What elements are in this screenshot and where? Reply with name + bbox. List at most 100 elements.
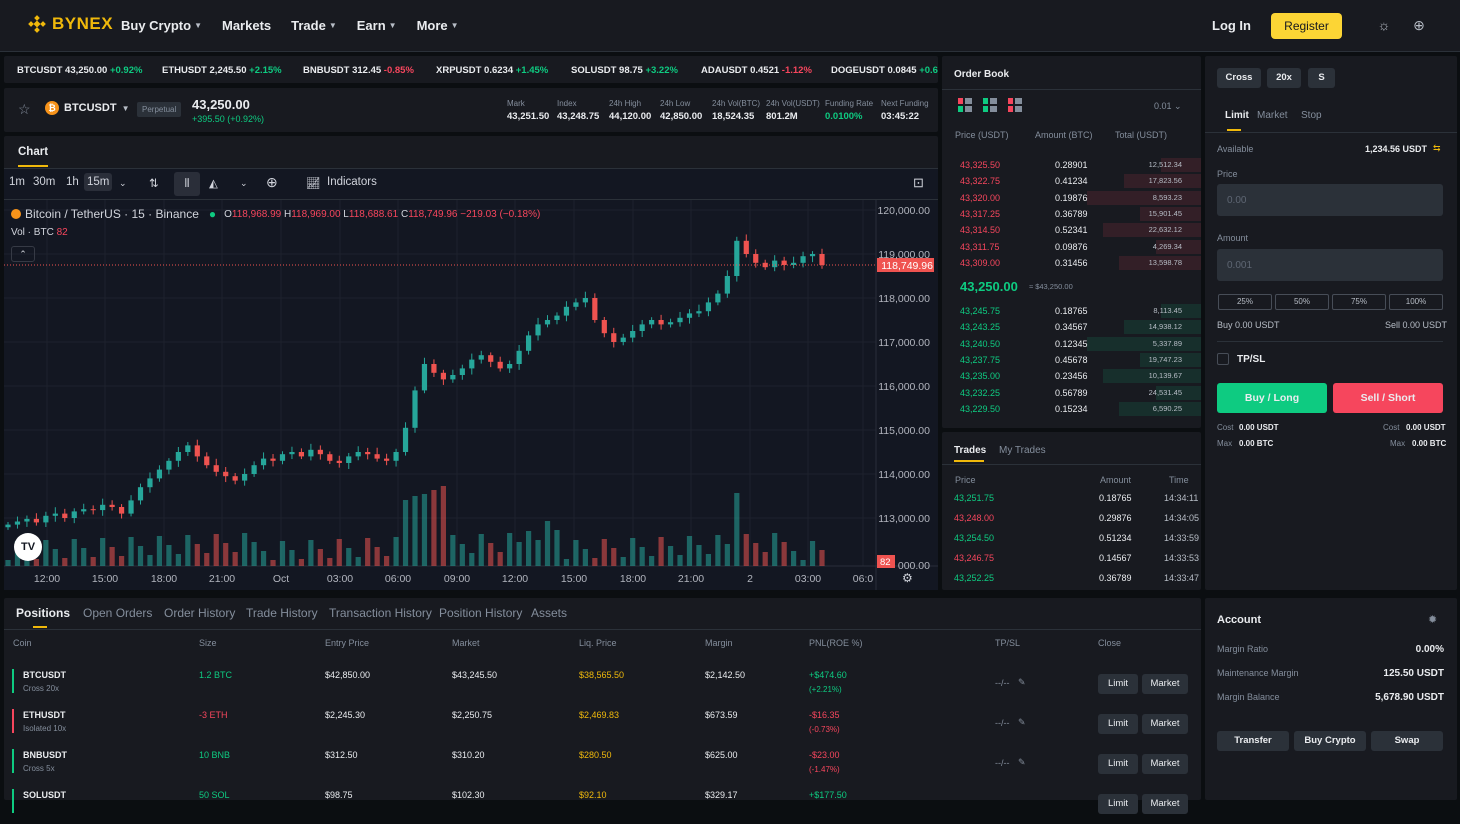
candle-body[interactable] — [402, 427, 409, 452]
amount-input[interactable]: 0.001 — [1217, 249, 1443, 281]
bids-only-icon[interactable] — [983, 98, 997, 112]
candle-body[interactable] — [592, 298, 598, 320]
candle-body[interactable] — [100, 504, 106, 511]
close-limit-button[interactable]: Limit — [1098, 714, 1138, 734]
asks-only-icon[interactable] — [1008, 98, 1022, 112]
nav-earn[interactable]: Earn ▼ — [357, 18, 397, 33]
bids-row[interactable]: 43,235.00 0.23456 10,139.67 — [942, 368, 1201, 384]
candle-body[interactable] — [43, 515, 49, 523]
candle-body[interactable] — [800, 256, 806, 263]
candle-body[interactable] — [90, 509, 96, 511]
candle-body[interactable] — [431, 364, 437, 373]
candle-body[interactable] — [71, 511, 77, 518]
candle-body[interactable] — [232, 476, 238, 481]
candle-body[interactable] — [355, 452, 361, 457]
tab-order-history[interactable]: Order History — [164, 606, 236, 620]
nav-more[interactable]: More ▼ — [417, 18, 459, 33]
candle-body[interactable] — [819, 254, 825, 265]
interval-15m[interactable]: 15m — [84, 173, 113, 191]
symbol-selector[interactable]: ₿ BTCUSDT ▼ — [45, 101, 129, 115]
candle-body[interactable] — [440, 372, 446, 380]
collapse-legend-button[interactable]: ⌃ — [11, 246, 35, 262]
candle-body[interactable] — [705, 302, 712, 312]
candle-body[interactable] — [724, 276, 730, 294]
edit-icon[interactable]: ✎ — [1018, 677, 1026, 687]
candle-body[interactable] — [166, 460, 172, 470]
asks-row[interactable]: 43,311.75 0.09876 4,269.34 — [942, 239, 1201, 255]
camera-icon[interactable]: ⊡ — [913, 175, 924, 190]
tradingview-logo-icon[interactable]: TV — [14, 533, 42, 561]
interval-1m[interactable]: 1m — [9, 176, 25, 188]
transfer-icon[interactable]: ⇆ — [1433, 143, 1441, 153]
pct-50-button[interactable]: 50% — [1275, 294, 1329, 310]
chart-plot[interactable]: 120,000.00 119,000.00 118,000.00 117,000.00… — [4, 200, 938, 590]
candle-body[interactable] — [412, 390, 418, 428]
candle-body[interactable] — [24, 518, 30, 522]
candle-body[interactable] — [809, 254, 816, 257]
tab-chart[interactable]: Chart — [18, 146, 49, 158]
close-limit-button[interactable]: Limit — [1098, 794, 1138, 814]
candle-body[interactable] — [289, 452, 295, 455]
candle-body[interactable] — [393, 452, 399, 461]
candle-body[interactable] — [488, 355, 494, 362]
bids-row[interactable]: 43,245.75 0.18765 8,113.45 — [942, 303, 1201, 319]
candle-body[interactable] — [677, 317, 683, 323]
candle-body[interactable] — [147, 478, 153, 488]
bar-type-icon[interactable]: ⇅ — [149, 178, 159, 190]
tpsl-checkbox[interactable] — [1217, 353, 1229, 365]
ticker-item[interactable]: ETHUSDT 2,245.50 +2.15% — [162, 65, 282, 76]
candle-body[interactable] — [762, 262, 768, 268]
tab-position-history[interactable]: Position History — [439, 606, 523, 620]
precision-select[interactable]: 0.01 ⌄ — [1154, 101, 1182, 112]
candle-body[interactable] — [478, 355, 484, 360]
candle-body[interactable] — [734, 240, 740, 276]
candle-body[interactable] — [336, 460, 342, 463]
candle-body[interactable] — [507, 364, 513, 369]
add-compare-icon[interactable]: ⊕ — [266, 174, 278, 190]
sell-short-button[interactable]: Sell / Short — [1333, 383, 1443, 413]
tab-trades[interactable]: Trades — [954, 445, 987, 456]
candle-body[interactable] — [582, 298, 588, 303]
candle-body[interactable] — [128, 500, 134, 514]
settings-icon[interactable]: ⚙ — [902, 571, 913, 585]
candle-body[interactable] — [251, 465, 257, 474]
nav-markets[interactable]: Markets — [222, 18, 271, 33]
candle-body[interactable] — [525, 335, 532, 351]
indicators-icon[interactable]: 📈︎ — [306, 178, 321, 190]
candle-body[interactable] — [270, 458, 276, 461]
ticker-item[interactable]: DOGEUSDT 0.0845 +0.6 — [831, 65, 938, 76]
pct-75-button[interactable]: 75% — [1332, 294, 1386, 310]
bids-row[interactable]: 43,240.50 0.12345 5,337.89 — [942, 336, 1201, 352]
close-limit-button[interactable]: Limit — [1098, 674, 1138, 694]
candle-body[interactable] — [753, 254, 759, 263]
candle-body[interactable] — [791, 262, 797, 265]
tab-transaction-history[interactable]: Transaction History — [329, 606, 432, 620]
candle-body[interactable] — [5, 524, 11, 528]
pct-100-button[interactable]: 100% — [1389, 294, 1443, 310]
ticker-item[interactable]: ADAUSDT 0.4521 -1.12% — [701, 65, 812, 76]
candle-body[interactable] — [317, 449, 323, 455]
leverage-button[interactable]: 20x — [1267, 68, 1301, 88]
candles-icon[interactable]: ⫴ — [174, 172, 200, 196]
price-input[interactable]: 0.00 — [1217, 184, 1443, 216]
close-market-button[interactable]: Market — [1142, 674, 1188, 694]
chevron-down-icon[interactable]: ⌄ — [119, 178, 127, 188]
candle-body[interactable] — [563, 306, 570, 316]
tab-stop[interactable]: Stop — [1301, 110, 1322, 121]
bids-row[interactable]: 43,237.75 0.45678 19,747.23 — [942, 352, 1201, 368]
candlestick-chart[interactable]: 120,000.00 119,000.00 118,000.00 117,000.00… — [4, 200, 938, 590]
candle-body[interactable] — [279, 454, 286, 461]
candle-body[interactable] — [213, 465, 219, 472]
candle-body[interactable] — [772, 260, 778, 268]
indicators-button[interactable]: Indicators — [327, 176, 377, 188]
asks-row[interactable]: 43,314.50 0.52341 22,632.12 — [942, 222, 1201, 238]
candle-body[interactable] — [649, 320, 655, 325]
candle-body[interactable] — [175, 452, 181, 461]
asks-row[interactable]: 43,325.50 0.28901 12,512.34 — [942, 157, 1201, 173]
candle-body[interactable] — [639, 324, 645, 331]
tab-positions[interactable]: Positions — [16, 606, 71, 620]
close-limit-button[interactable]: Limit — [1098, 754, 1138, 774]
candle-body[interactable] — [450, 375, 456, 380]
candle-body[interactable] — [62, 513, 68, 518]
close-market-button[interactable]: Market — [1142, 794, 1188, 814]
